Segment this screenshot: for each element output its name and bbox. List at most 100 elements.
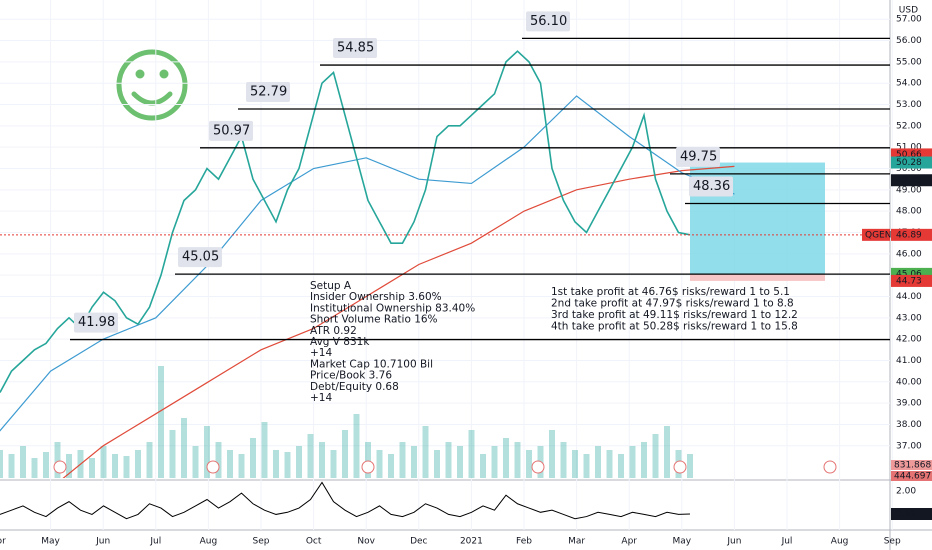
- volume-bar: [687, 454, 693, 478]
- currency: USD: [899, 6, 918, 16]
- volume-tag-bg: [891, 460, 932, 470]
- earnings-marker: [206, 460, 220, 474]
- note-left: Institutional Ownership 83.40%: [310, 302, 475, 314]
- ma200-line: [62, 165, 735, 478]
- x-tick-label: 2021: [460, 537, 483, 547]
- y-tick-label: 51.00: [896, 143, 922, 153]
- volume-bar: [434, 450, 440, 478]
- volume-bar: [261, 422, 268, 478]
- volume-bar: [353, 414, 360, 478]
- volume-bar: [652, 434, 659, 478]
- x-tick-label: Nov: [357, 537, 375, 547]
- y-tick-label: 43.00: [896, 313, 922, 323]
- x-tick-label: Jun: [95, 537, 110, 547]
- y-tick-label: 40.00: [896, 377, 922, 387]
- volume-bar: [296, 446, 302, 478]
- y-tick-label: 53.00: [896, 100, 922, 110]
- volume-bar: [54, 442, 61, 478]
- x-tick-label: Oct: [306, 537, 322, 547]
- volume-bar: [411, 446, 417, 478]
- y-tick-label: 57.00: [896, 15, 922, 25]
- volume-bar: [664, 426, 670, 478]
- volume-bar: [618, 454, 624, 478]
- oscillator-line: [0, 481, 691, 520]
- volume-bar: [526, 450, 532, 478]
- note-right: 2nd take profit at 47.97$ risks/reward 1…: [551, 298, 794, 310]
- x-tick-label: May: [672, 537, 691, 547]
- volume-bar: [422, 426, 429, 478]
- note-left: +14: [310, 392, 332, 404]
- y-tick-label: 54.00: [896, 79, 922, 89]
- note-left: Setup A: [310, 280, 352, 292]
- earnings-marker: [53, 460, 67, 474]
- level-label: 56.10: [530, 14, 567, 29]
- price-tag-bg: [891, 174, 932, 187]
- price-tag-bg: [891, 228, 932, 241]
- level-label-bg: [526, 11, 570, 32]
- symbol-bg: [862, 228, 890, 241]
- volume-bar: [204, 426, 210, 478]
- volume-tag: 831.868K: [894, 461, 932, 471]
- x-tick-label: Dec: [410, 537, 427, 547]
- volume-bar: [572, 450, 578, 478]
- price-tag: 50.66: [896, 150, 922, 160]
- volume-bar: [238, 454, 245, 478]
- y-tick-label: 46.00: [896, 249, 922, 259]
- y-tick-label: 44.00: [896, 292, 922, 302]
- x-tick-label: May: [41, 537, 60, 547]
- volume-bar: [457, 446, 463, 478]
- y-tick-label: 37.00: [896, 441, 922, 451]
- ma50-line: [0, 95, 735, 432]
- x-tick-label: Apr: [0, 537, 6, 547]
- volume-bar: [330, 450, 337, 478]
- note-left: +14: [310, 347, 332, 359]
- smiley: [116, 49, 188, 121]
- price-tag-bg: [891, 156, 932, 169]
- volume-bar: [8, 454, 15, 478]
- price-line: [0, 50, 691, 393]
- volume-bar: [123, 456, 130, 478]
- note-right: 3rd take profit at 49.11$ risks/reward 1…: [551, 309, 798, 321]
- note-left: Market Cap 10.7100 Bil: [310, 358, 433, 370]
- volume-bar: [169, 430, 176, 478]
- level-label: 49.75: [680, 149, 717, 164]
- y-tick-label: 48.00: [896, 207, 922, 217]
- y-tick-label: 41.00: [896, 356, 922, 366]
- note-left: Price/Book 3.76: [310, 370, 392, 382]
- volume-bar: [468, 430, 475, 478]
- volume-bar: [100, 446, 107, 478]
- volume-bar: [112, 454, 118, 478]
- volume-bar: [227, 450, 233, 478]
- level-label-bg: [333, 38, 377, 59]
- volume-bar: [89, 458, 95, 478]
- x-tick-label: Aug: [200, 537, 218, 547]
- volume-bar: [514, 442, 521, 478]
- earnings-marker: [673, 460, 687, 474]
- y-tick-label: 55.00: [896, 57, 922, 67]
- volume-bar: [503, 438, 509, 478]
- note-left: Short Volume Ratio 16%: [310, 314, 438, 326]
- y-tick-label: 42.00: [896, 335, 922, 345]
- volume-bar: [629, 446, 636, 478]
- price-tag: 45.06: [896, 269, 922, 279]
- x-tick-label: Sep: [253, 537, 270, 547]
- volume-bar: [20, 446, 26, 478]
- level-label-bg: [178, 247, 222, 268]
- level-label-bg: [209, 120, 253, 141]
- x-tick-label: Jul: [149, 537, 161, 547]
- level-label: 41.98: [78, 315, 115, 330]
- x-tick-label: Aug: [831, 537, 849, 547]
- volume-bar: [560, 442, 567, 478]
- volume-bar: [135, 450, 141, 478]
- volume-bar: [0, 450, 3, 478]
- volume-bar: [595, 446, 601, 478]
- symbol: QGEN: [865, 230, 891, 240]
- level-label-bg: [676, 146, 720, 167]
- level-label-bg: [689, 176, 733, 197]
- volume-bar: [365, 442, 371, 478]
- note-left: Insider Ownership 3.60%: [310, 291, 442, 303]
- note-left: Debt/Equity 0.68: [310, 381, 399, 393]
- volume-bar: [192, 446, 199, 478]
- x-tick-label: Apr: [621, 537, 637, 547]
